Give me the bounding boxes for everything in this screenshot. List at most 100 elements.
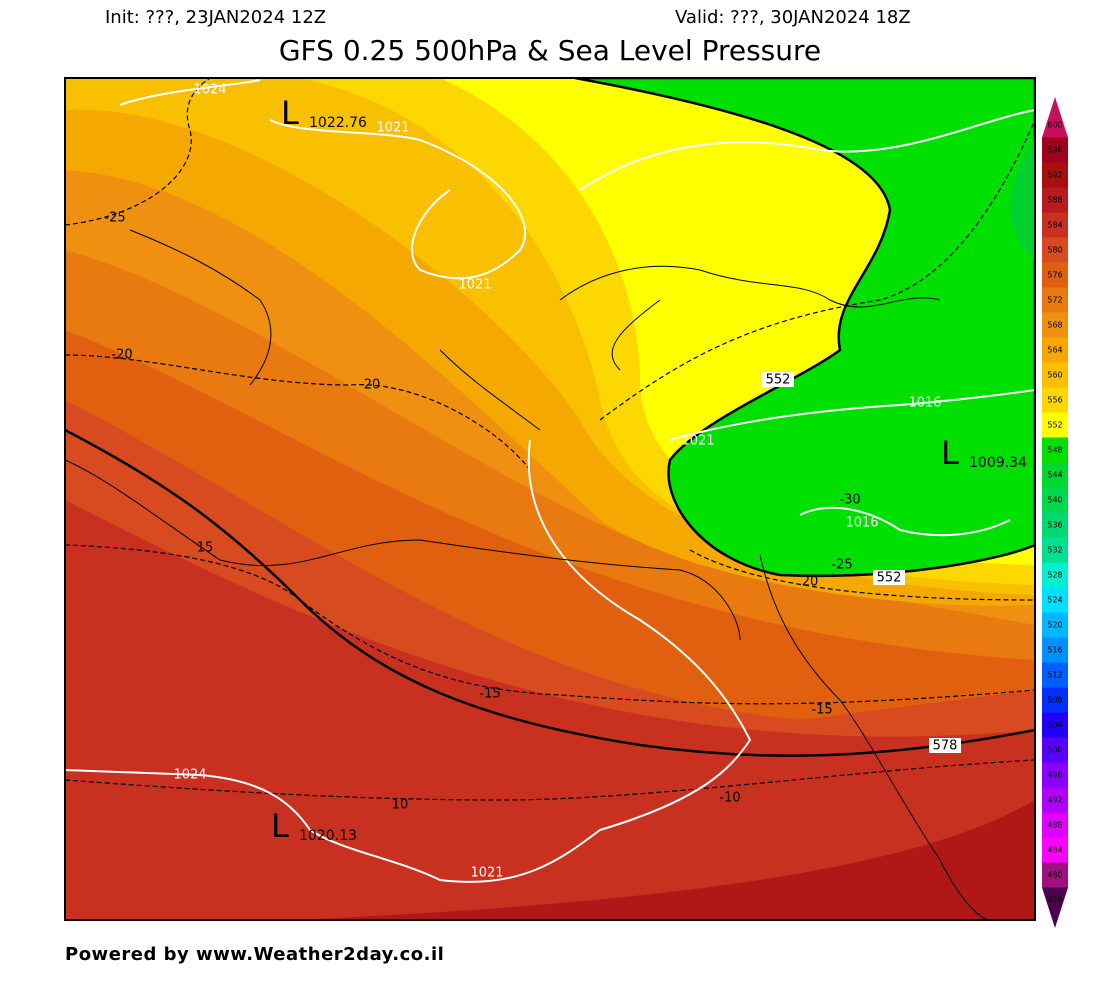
contour-label: 20 (364, 378, 381, 393)
colorbar-label: 544 (1047, 471, 1062, 480)
contour-label: -15 (479, 687, 500, 702)
map: L 1022.76 L 1009.34 L 1020.13 1024 1021 1021 -25 -… (65, 78, 1035, 920)
colorbar-swatch (1042, 362, 1068, 388)
colorbar-label: 536 (1047, 521, 1062, 530)
contour-label: 1024 (193, 83, 226, 98)
contour-label: -10 (719, 791, 740, 806)
colorbar-label: 580 (1047, 246, 1062, 255)
low-symbol: L (281, 94, 299, 132)
colorbar-swatch (1042, 137, 1068, 163)
colorbar-label: 584 (1047, 221, 1062, 230)
colorbar-swatch (1042, 812, 1068, 838)
contour-label: -20 (111, 348, 132, 363)
label-box (762, 372, 794, 387)
contour-label: 578 (933, 739, 958, 754)
colorbar-swatch (1042, 412, 1068, 438)
init-time: Init: ???, 23JAN2024 12Z (105, 7, 326, 28)
temperature-contours (65, 78, 1035, 801)
contour-label: 10 (392, 798, 409, 813)
colorbar-label: 600 (1047, 121, 1062, 130)
label-box (873, 570, 905, 585)
low-value: 1020.13 (299, 828, 357, 844)
footer-credit: Powered by www.Weather2day.co.il (65, 944, 444, 965)
colorbar-swatch (1042, 187, 1068, 213)
colorbar-swatch (1042, 462, 1068, 488)
colorbar-label: 548 (1047, 446, 1062, 455)
colorbar-swatch (1042, 487, 1068, 513)
low-value: 1009.34 (969, 455, 1027, 471)
colorbar-label: 564 (1047, 346, 1062, 355)
colorbar-label: 484 (1047, 846, 1062, 855)
colorbar-label: 524 (1047, 596, 1062, 605)
map-frame (64, 77, 1036, 921)
colorbar-swatch (1042, 762, 1068, 788)
height-contour (65, 428, 1035, 757)
colorbar-swatch (1042, 337, 1068, 363)
colorbar-label: 520 (1047, 621, 1062, 630)
colorbar-swatch (1042, 837, 1068, 863)
colorbar-label: 552 (1047, 421, 1062, 430)
contour-label: -25 (831, 558, 852, 573)
colorbar-swatch (1042, 312, 1068, 338)
colorbar-swatch (1042, 637, 1068, 663)
map-title: GFS 0.25 500hPa & Sea Level Pressure (279, 34, 821, 67)
colorbar-label: 496 (1047, 771, 1062, 780)
colorbar-label: 528 (1047, 571, 1062, 580)
colorbar-label: 592 (1047, 171, 1062, 180)
coastlines (65, 229, 991, 920)
colorbar-swatch (1042, 662, 1068, 688)
colorbar-swatch (1042, 712, 1068, 738)
field-band (1010, 140, 1035, 260)
colorbar-label: 504 (1047, 721, 1062, 730)
colorbar-swatch (1042, 587, 1068, 613)
low-value: 1022.76 (309, 115, 367, 131)
contour-label: 1024 (173, 768, 206, 783)
colorbar-label: 492 (1047, 796, 1062, 805)
contour-label: 15 (197, 541, 214, 556)
contour-label: 1021 (681, 434, 714, 449)
colorbar-swatch (1042, 612, 1068, 638)
colorbar-label: 596 (1047, 146, 1062, 155)
colorbar-swatch (1042, 787, 1068, 813)
colorbar-swatch (1042, 512, 1068, 538)
colorbar-cap (1042, 97, 1068, 138)
contour-label: 20 (802, 575, 819, 590)
contour-label: 552 (877, 571, 902, 586)
colorbar-swatch (1042, 862, 1068, 888)
colorbar-swatch (1042, 287, 1068, 313)
colorbar-label: 540 (1047, 496, 1062, 505)
colorbar-label: 480 (1047, 871, 1062, 880)
contour-label: 1016 (845, 516, 878, 531)
colorbar-label: 476 (1047, 896, 1062, 905)
colorbar-label: 508 (1047, 696, 1062, 705)
contour-label: -15 (811, 703, 832, 718)
colorbar-label: 500 (1047, 746, 1062, 755)
contour-label: 1016 (908, 396, 941, 411)
colorbar: 600 596 592 588 584 580 576 572 568 564 560 556 552 5… (1042, 97, 1068, 928)
colorbar-label: 512 (1047, 671, 1062, 680)
colorbar-cap (1042, 887, 1068, 928)
colorbar-swatch (1042, 262, 1068, 288)
colorbar-swatch (1042, 212, 1068, 238)
valid-time: Valid: ???, 30JAN2024 18Z (675, 7, 911, 28)
colorbar-swatch (1042, 687, 1068, 713)
colorbar-swatch (1042, 562, 1068, 588)
colorbar-label: 576 (1047, 271, 1062, 280)
contour-label: -25 (104, 211, 125, 226)
colorbar-swatch (1042, 237, 1068, 263)
colorbar-label: 556 (1047, 396, 1062, 405)
colorbar-swatch (1042, 537, 1068, 563)
contour-label: -30 (839, 493, 860, 508)
contour-label: 1021 (458, 278, 491, 293)
colorbar-swatch (1042, 162, 1068, 188)
colorbar-label: 532 (1047, 546, 1062, 555)
isobars (65, 79, 1035, 883)
colorbar-swatch (1042, 737, 1068, 763)
low-symbol: L (941, 434, 959, 472)
colorbar-swatch (1042, 387, 1068, 413)
contour-label: 552 (766, 373, 791, 388)
label-box (929, 738, 961, 753)
low-symbol: L (271, 807, 289, 845)
colorbar-label: 488 (1047, 821, 1062, 830)
